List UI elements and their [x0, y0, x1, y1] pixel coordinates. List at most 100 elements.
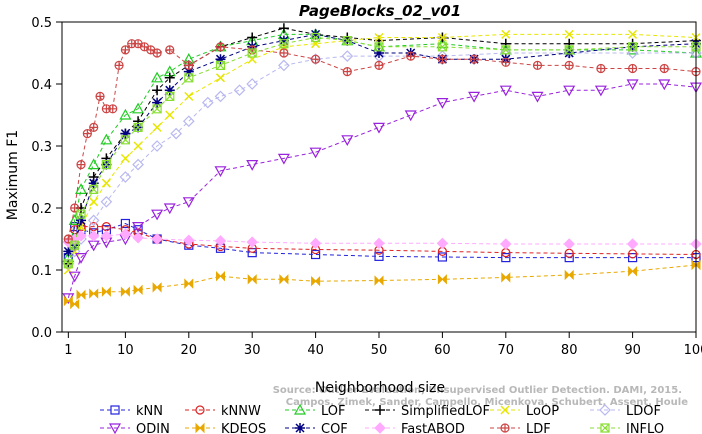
- data-point-loop: [101, 178, 111, 188]
- data-point-lof: [151, 71, 164, 83]
- data-point-ldf: [89, 122, 99, 132]
- data-point-cof: [374, 48, 384, 58]
- data-point-inflo: [628, 42, 638, 52]
- legend-label: LoOP: [526, 404, 559, 419]
- data-point-ldf: [152, 48, 162, 58]
- watermark-line-2: Campos, Zimek, Sander, Campello, Micenko…: [286, 397, 688, 408]
- data-point-simplifiedlof: [152, 85, 163, 96]
- data-point-kdeos: [564, 269, 574, 281]
- data-point-lof: [100, 133, 113, 145]
- data-point-inflo: [564, 45, 574, 55]
- data-point-kdeos: [279, 274, 289, 285]
- data-point-inflo: [89, 184, 99, 194]
- data-point-ldf: [659, 63, 669, 74]
- data-point-inflo: [120, 135, 130, 145]
- data-point-knn: [564, 253, 574, 263]
- legend: kNN kNNW LOF SimplifiedLOF LoOP LDOF ODIN KDEOS…: [100, 403, 664, 434]
- y-tick-label: 0.0: [31, 326, 52, 341]
- data-point-ldf: [342, 67, 352, 77]
- data-point-cof: [564, 48, 575, 58]
- data-point-fastabod: [436, 237, 449, 250]
- series-line-loop: [67, 33, 697, 271]
- data-point-kdeos: [152, 282, 162, 293]
- data-point-fastabod: [246, 236, 258, 248]
- data-point-odin: [309, 147, 322, 159]
- x-tick-label: 50: [371, 343, 388, 358]
- data-point-knn: [627, 253, 638, 263]
- legend-item-cof: COF: [285, 422, 348, 434]
- x-tick-label: 60: [434, 343, 451, 358]
- data-point-inflo: [63, 259, 73, 269]
- data-point-ldof: [151, 140, 163, 152]
- legend-marker-fastabod: [374, 422, 386, 434]
- data-point-odin: [214, 166, 227, 178]
- data-point-kdeos: [437, 274, 447, 285]
- data-point-fastabod: [626, 238, 639, 250]
- data-point-ldf: [82, 129, 92, 139]
- data-point-cof: [152, 97, 163, 108]
- data-point-inflo: [374, 42, 384, 52]
- data-point-loop: [215, 73, 226, 83]
- data-point-odin: [499, 85, 512, 97]
- data-point-cof: [88, 178, 99, 189]
- legend-label: LDF: [526, 422, 551, 434]
- series-simplifiedlof: [63, 23, 701, 269]
- data-point-ldof: [182, 115, 195, 128]
- data-point-ldof: [119, 171, 132, 183]
- data-point-ldf: [374, 60, 384, 70]
- series-inflo: [63, 32, 701, 269]
- x-tick-label: 20: [181, 343, 198, 358]
- data-point-knnw: [627, 249, 638, 259]
- data-point-lof: [75, 183, 88, 194]
- legend-marker-ldf: [500, 423, 510, 433]
- data-point-ldof: [214, 90, 227, 103]
- data-point-ldf: [114, 60, 124, 70]
- legend-marker-loop: [500, 405, 510, 415]
- series-kdeos: [63, 259, 701, 310]
- data-point-odin: [341, 135, 354, 147]
- data-point-ldof: [278, 59, 290, 72]
- data-point-fastabod: [373, 237, 385, 250]
- data-point-cof: [183, 66, 194, 77]
- x-tick-label: 40: [307, 343, 324, 358]
- data-point-ldf: [63, 234, 73, 244]
- data-point-ldof: [201, 96, 214, 109]
- data-point-ldf: [95, 91, 105, 101]
- watermark: Source: Outlier Evaluation, Unsupervised…: [273, 385, 688, 408]
- data-point-cof: [278, 35, 289, 46]
- data-point-odin: [132, 222, 145, 233]
- data-point-fastabod: [87, 230, 100, 242]
- data-point-loop: [184, 91, 194, 101]
- data-point-lof: [87, 158, 100, 170]
- data-point-ldf: [108, 104, 118, 114]
- series-odin: [62, 79, 702, 305]
- data-point-ldf: [165, 45, 175, 55]
- series-fastabod: [62, 228, 702, 250]
- x-tick-label: 30: [244, 343, 261, 358]
- data-point-ldf: [76, 160, 86, 170]
- data-point-loop: [133, 141, 143, 151]
- data-point-ldf: [120, 45, 131, 55]
- data-point-simplifiedlof: [164, 72, 175, 83]
- data-point-cof: [310, 29, 321, 40]
- chart-title: PageBlocks_02_v01: [299, 2, 461, 20]
- data-point-loop: [437, 32, 447, 43]
- data-point-fastabod: [132, 232, 144, 244]
- data-point-knn: [437, 252, 447, 262]
- y-tick-label: 0.1: [31, 264, 52, 279]
- data-point-ldf: [564, 60, 574, 70]
- legend-item-lof: LOF: [285, 403, 346, 419]
- x-axis-label: Neighborhood size: [315, 380, 445, 396]
- y-tick-label: 0.2: [31, 202, 52, 217]
- data-point-simplifiedlof: [278, 23, 289, 34]
- y-tick-label: 0.3: [31, 140, 52, 155]
- x-tick-label: 90: [624, 343, 641, 358]
- legend-label: kNNW: [221, 404, 261, 419]
- data-point-fastabod: [183, 234, 195, 246]
- legend-item-knnw: kNNW: [185, 404, 261, 419]
- y-tick-label: 0.4: [31, 78, 52, 93]
- data-point-kdeos: [89, 288, 99, 299]
- data-point-kdeos: [374, 275, 384, 286]
- data-point-ldof: [100, 195, 113, 208]
- legend-label: COF: [321, 422, 348, 434]
